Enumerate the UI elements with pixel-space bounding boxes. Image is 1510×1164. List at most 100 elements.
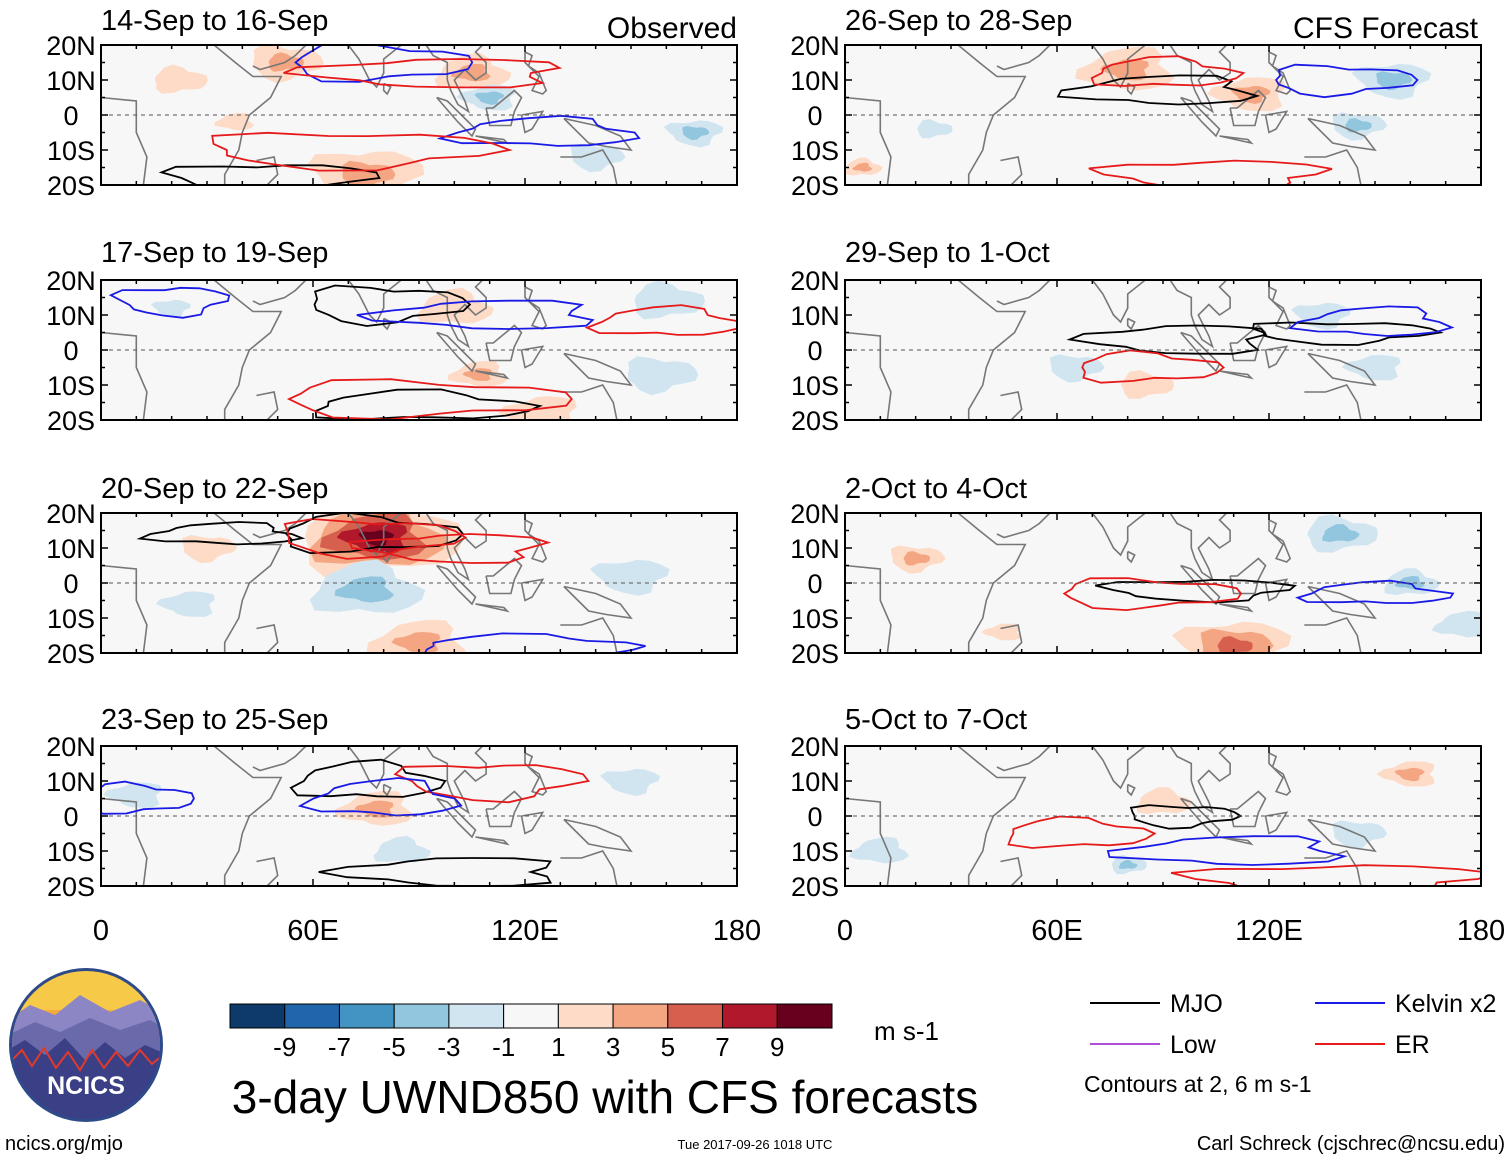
legend-label: Low: [1170, 1031, 1217, 1059]
anomaly-blob: [156, 591, 215, 617]
coastline: [996, 280, 1051, 306]
coastline: [485, 790, 523, 828]
anomaly-blob: [917, 119, 953, 139]
contour-er: [1170, 864, 1481, 886]
y-tick-label: 10N: [46, 66, 96, 96]
coastline: [560, 384, 618, 420]
y-tick-label: 10N: [790, 767, 840, 797]
y-tick-label: 10N: [790, 301, 840, 331]
coastline: [1126, 317, 1136, 331]
y-tick-label: 20S: [47, 639, 95, 669]
coastline: [1268, 752, 1292, 796]
x-tick-label: 120E: [1235, 915, 1303, 947]
x-tick-label: 60E: [1031, 915, 1083, 947]
anomaly-field: [845, 280, 1481, 420]
coastline: [252, 45, 307, 71]
coastline: [845, 331, 892, 420]
coastline: [475, 836, 510, 846]
coastline: [1219, 370, 1254, 380]
anomaly-blob: [1119, 860, 1138, 869]
contour-er: [286, 378, 573, 420]
legend-item-kelvin-x2: Kelvin x2: [1315, 990, 1496, 1018]
contour-legend: MJO Kelvin x2 Low ER: [1090, 990, 1496, 1059]
coastline: [1219, 836, 1254, 846]
contour-kelvin: [108, 286, 231, 319]
anomaly-blob: [981, 623, 1020, 641]
coastline: [1126, 550, 1136, 564]
y-tick-label: 10S: [47, 604, 95, 634]
contour-kelvin: [1106, 835, 1348, 866]
coastline: [1307, 585, 1377, 620]
colorbar-swatch: [393, 1003, 450, 1029]
y-tick-label: 20N: [46, 31, 96, 61]
y-tick-label: 10S: [47, 136, 95, 166]
coastline: [213, 513, 283, 653]
contour-kelvin: [294, 45, 474, 83]
contour-mjo: [136, 521, 306, 546]
anomaly-blob: [1431, 610, 1481, 638]
coastline: [101, 331, 148, 420]
contour-kelvin: [1274, 63, 1419, 99]
anomaly-blob: [848, 836, 910, 864]
anomaly-field: [101, 280, 737, 420]
anomaly-field: [845, 513, 1481, 653]
y-tick-label: 0: [63, 336, 78, 366]
y-tick-label: 0: [807, 336, 822, 366]
observed-label: Observed: [607, 12, 737, 45]
contour-er: [393, 764, 591, 804]
colorbar-tick-label: 3: [606, 1032, 620, 1062]
contour-er: [1088, 159, 1333, 185]
contour-kelvin: [1287, 305, 1455, 337]
anomaly-blob: [903, 551, 930, 566]
anomaly-field: [101, 513, 737, 653]
coastline: [475, 135, 510, 145]
main-title: 3-day UWND850 with CFS forecasts: [232, 1071, 978, 1123]
coastline: [1304, 617, 1362, 653]
coastline: [957, 280, 1027, 420]
coastline: [1081, 746, 1146, 790]
contour-kelvin: [101, 780, 195, 815]
y-tick-label: 10S: [47, 837, 95, 867]
contour-er: [1062, 577, 1243, 612]
coastline: [1229, 557, 1267, 595]
colorbar-tick-label: -1: [492, 1032, 515, 1062]
coastline: [436, 96, 477, 138]
coastline: [1000, 391, 1023, 420]
contour-er: [584, 304, 737, 336]
contour-kelvin: [356, 299, 595, 330]
anomaly-blob: [589, 559, 670, 596]
legend-label: Kelvin x2: [1395, 990, 1496, 1018]
x-tick-label: 0: [93, 915, 109, 947]
y-tick-label: 10S: [791, 371, 839, 401]
ncics-logo: NCICS: [9, 968, 163, 1122]
coastline: [101, 96, 148, 185]
footer-timestamp: Tue 2017-09-26 1018 UTC: [678, 1137, 833, 1152]
anomaly-blob: [634, 280, 706, 320]
contour-er: [348, 533, 552, 564]
y-tick-label: 0: [63, 802, 78, 832]
panel-title: 23-Sep to 25-Sep: [101, 704, 328, 736]
coastline: [1304, 850, 1362, 886]
coastline: [213, 45, 283, 185]
y-tick-label: 20S: [791, 872, 839, 902]
contour-er: [211, 131, 513, 172]
coastline: [256, 391, 279, 420]
anomaly-field: [101, 45, 737, 185]
anomaly-blob: [154, 64, 208, 94]
coastline: [1180, 797, 1221, 839]
contour-er: [1081, 349, 1226, 384]
coastline: [1229, 790, 1267, 828]
y-tick-label: 0: [807, 802, 822, 832]
coastline: [101, 797, 148, 886]
anomaly-blob: [627, 356, 699, 396]
coastline: [560, 850, 618, 886]
anomaly-blob: [570, 143, 626, 173]
anomaly-blob: [682, 126, 710, 141]
coastline: [996, 746, 1051, 772]
anomaly-blob: [1341, 354, 1401, 381]
anomaly-blob: [474, 91, 505, 105]
coastline: [1163, 280, 1231, 349]
